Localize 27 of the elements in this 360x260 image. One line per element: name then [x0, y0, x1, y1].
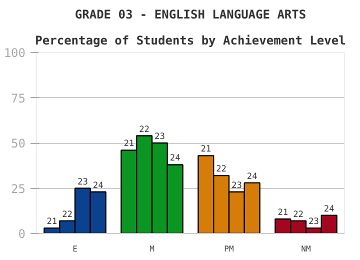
y-tick-label: 100: [4, 46, 26, 60]
text: 24: [246, 172, 258, 182]
text: 22: [293, 210, 304, 220]
text: 21: [200, 144, 212, 155]
y-tick-label: 75: [11, 91, 26, 106]
text: 21: [278, 208, 288, 218]
text: 21: [124, 139, 134, 150]
y-tick-label: 25: [11, 182, 26, 196]
text: 22: [139, 124, 150, 135]
series-label: 23: [77, 177, 88, 188]
text: 24: [170, 154, 180, 164]
y-tick-label: 50: [11, 136, 26, 150]
chart-title: GRADE 03 - ENGLISH LANGUAGE ARTS: [74, 8, 306, 22]
series-label: 24: [92, 180, 104, 191]
chart-subtitle: Percentage of Students by Achievement Level: [35, 34, 346, 48]
x-tick-label: M: [150, 244, 155, 254]
text: 22: [216, 164, 227, 175]
x-tick-label: E: [72, 244, 78, 254]
text: 24: [324, 204, 334, 214]
text: 23: [308, 217, 319, 228]
text: 23: [154, 132, 165, 142]
y-tick-label: 0: [18, 227, 26, 241]
text: 23: [231, 180, 242, 191]
x-tick-label: NM: [301, 244, 311, 254]
series-label: 21: [46, 217, 58, 228]
x-tick-label: PM: [224, 244, 234, 254]
series-label: 22: [62, 210, 73, 220]
